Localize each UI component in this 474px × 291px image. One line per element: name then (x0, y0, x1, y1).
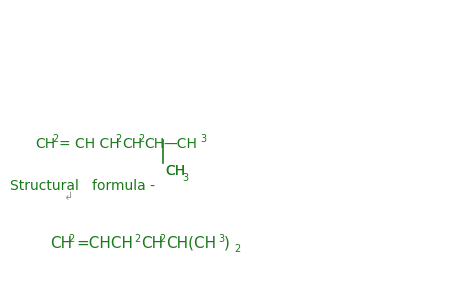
Text: 2: 2 (138, 134, 144, 144)
Text: CH: CH (50, 236, 72, 251)
Text: 3: 3 (182, 173, 188, 183)
Text: 2: 2 (159, 234, 165, 244)
Text: ): ) (224, 236, 230, 251)
Text: 2: 2 (52, 134, 58, 144)
Text: = CH CH: = CH CH (59, 137, 119, 151)
Text: —CH: —CH (163, 137, 197, 151)
Text: CH: CH (35, 137, 55, 151)
Text: 2: 2 (68, 234, 74, 244)
Text: CH: CH (165, 164, 185, 178)
Text: 2: 2 (234, 244, 240, 254)
Text: 2: 2 (134, 234, 140, 244)
Text: Structural   formula -: Structural formula - (10, 179, 155, 193)
Text: =CHCH: =CHCH (76, 236, 133, 251)
Text: 3: 3 (200, 134, 206, 144)
Text: 2: 2 (115, 134, 121, 144)
Text: CH(CH: CH(CH (166, 236, 216, 251)
Text: CH: CH (122, 137, 142, 151)
Text: CH: CH (141, 236, 163, 251)
Text: 3: 3 (218, 234, 224, 244)
Text: CH: CH (165, 164, 185, 178)
Text: CH: CH (144, 137, 164, 151)
Text: ↲: ↲ (63, 192, 73, 202)
